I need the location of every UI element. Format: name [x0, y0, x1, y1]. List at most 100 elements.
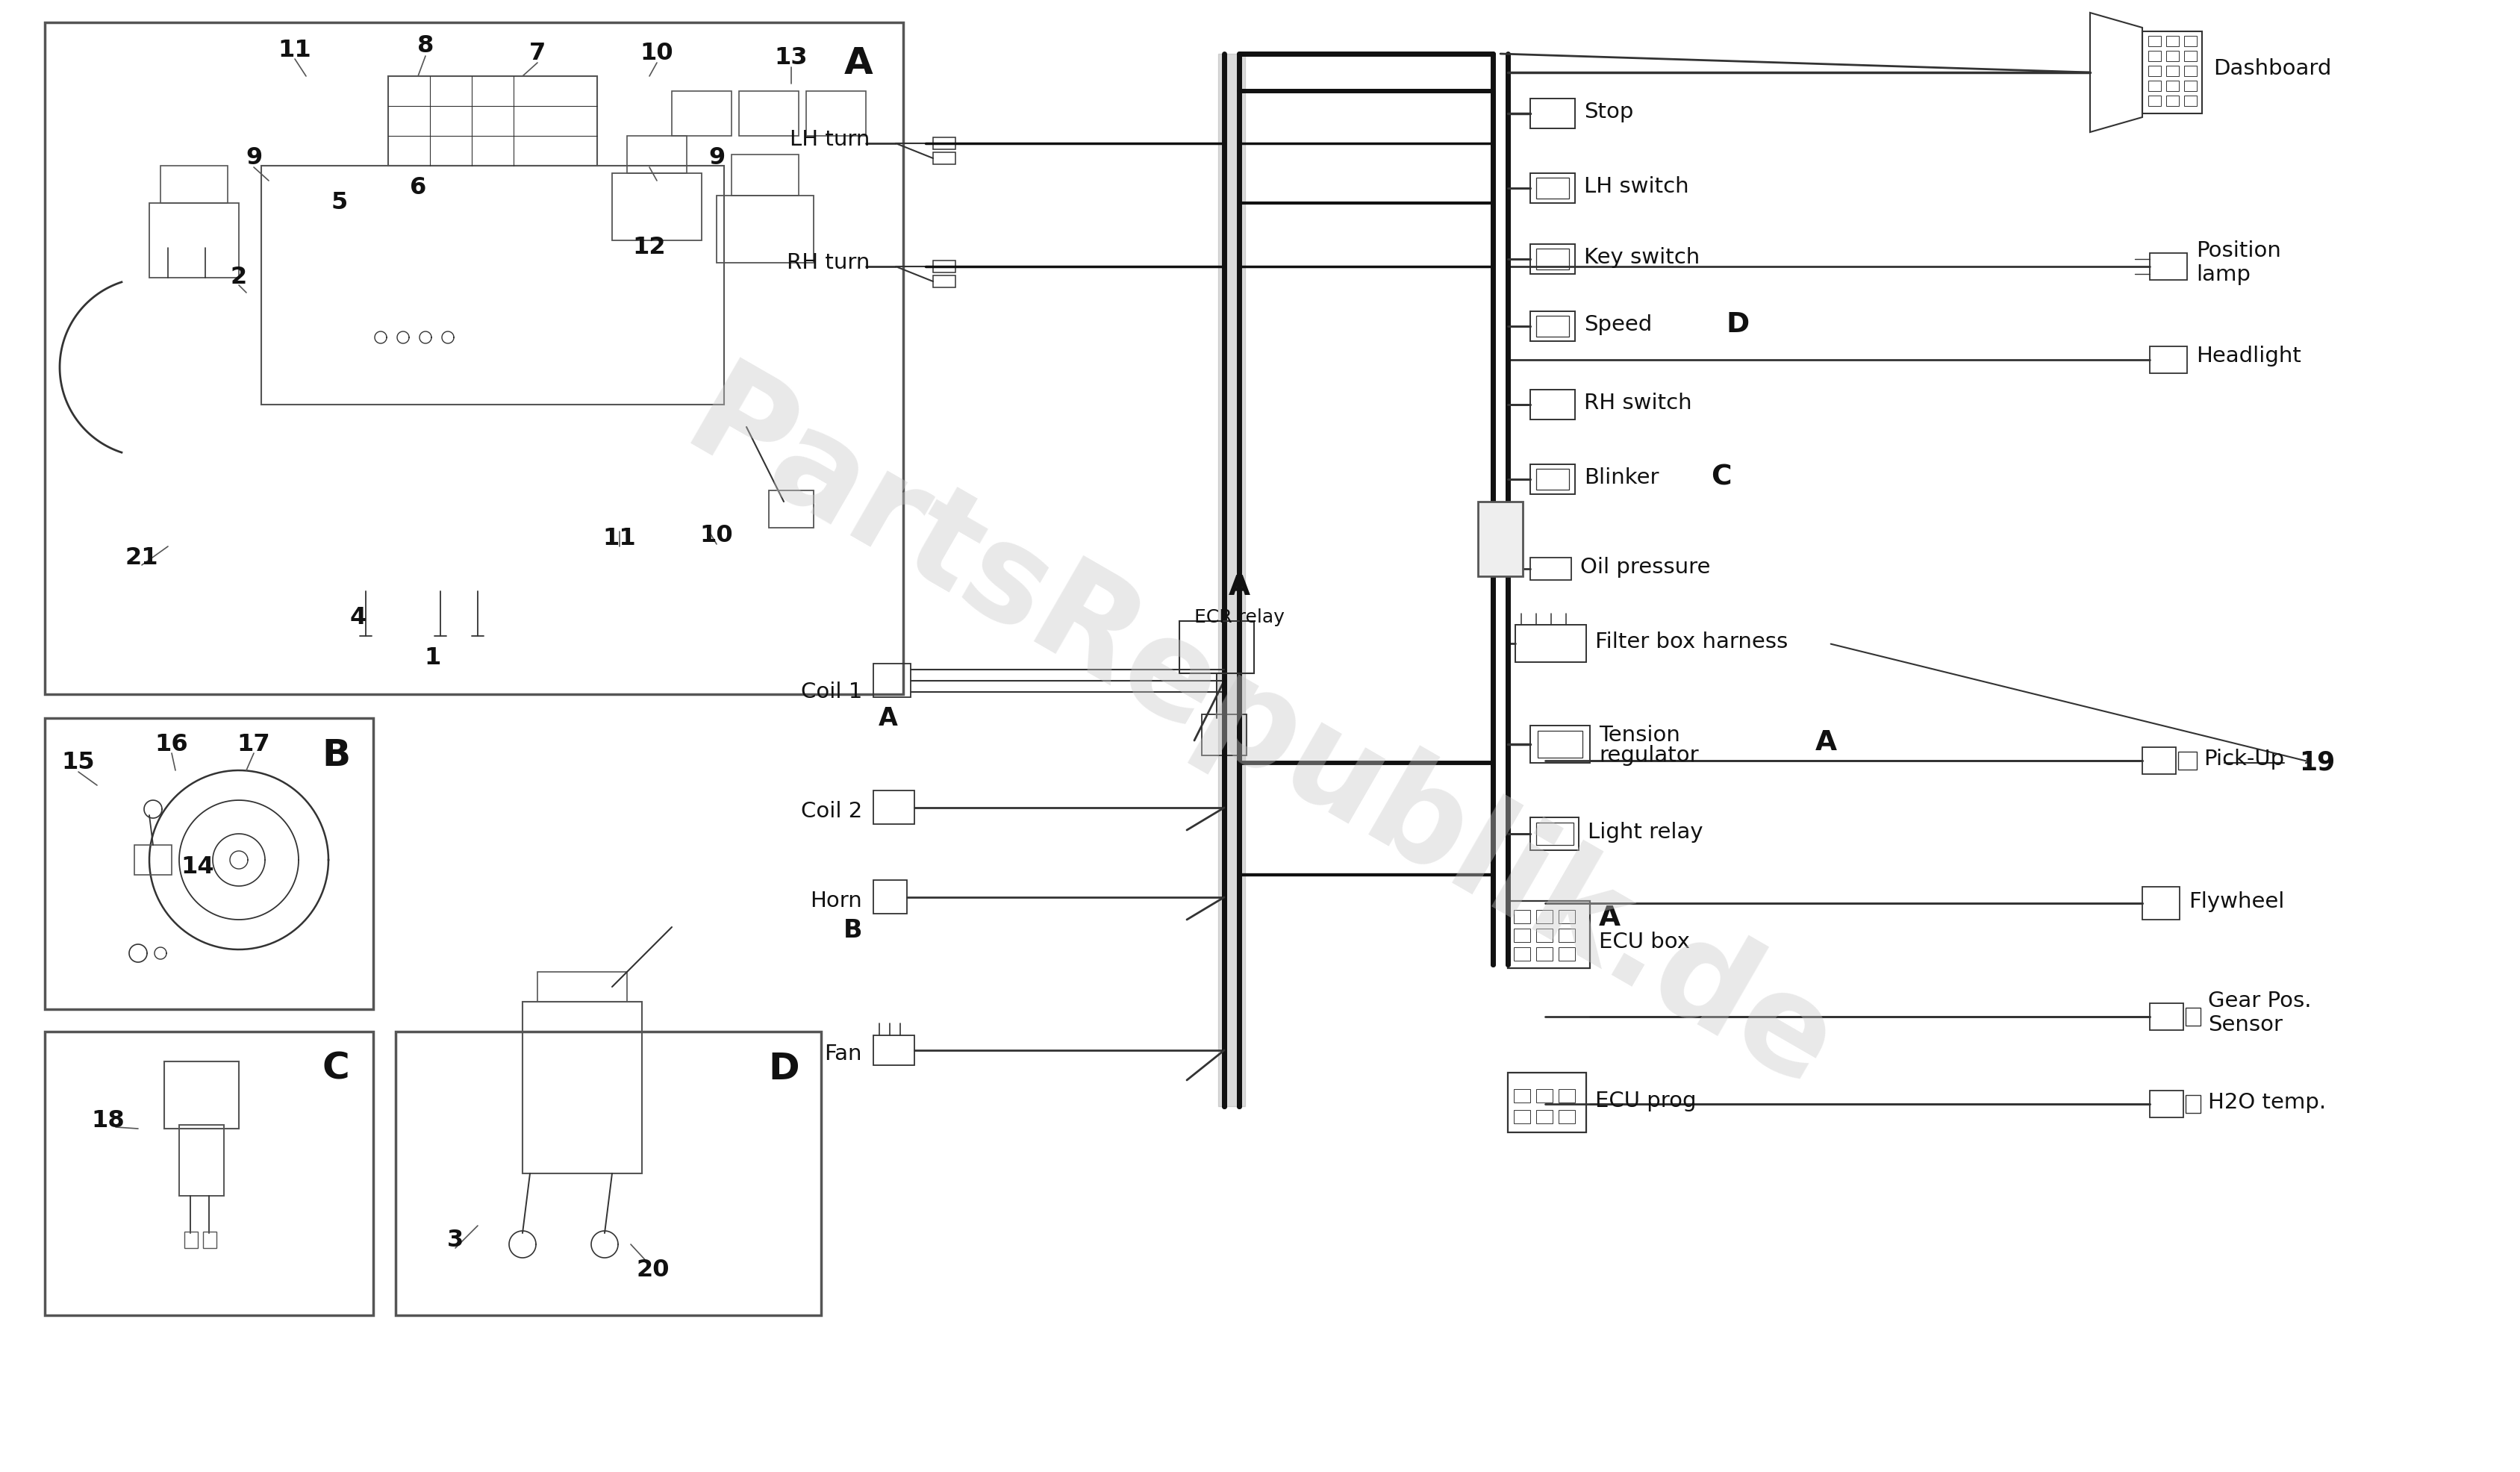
Text: Horn: Horn — [809, 891, 862, 911]
Bar — [1557, 1089, 1575, 1103]
Text: 15: 15 — [60, 751, 96, 774]
Bar — [2167, 50, 2180, 62]
Text: Flywheel: Flywheel — [2187, 891, 2286, 913]
Bar — [45, 22, 902, 695]
Bar — [1537, 178, 1570, 199]
Bar — [2147, 35, 2162, 46]
Bar — [1537, 910, 1552, 923]
Bar — [769, 490, 814, 528]
Text: Headlight: Headlight — [2195, 346, 2301, 367]
Text: 18: 18 — [91, 1110, 126, 1133]
Bar — [184, 1232, 197, 1248]
Text: Filter box harness: Filter box harness — [1595, 631, 1787, 652]
Text: RH switch: RH switch — [1585, 393, 1691, 414]
Text: 14: 14 — [181, 855, 214, 879]
Bar — [612, 174, 701, 240]
Text: Blinker: Blinker — [1585, 467, 1658, 489]
Bar — [932, 137, 955, 149]
Text: 13: 13 — [774, 46, 809, 69]
Bar — [2142, 886, 2180, 920]
Text: Tension: Tension — [1598, 724, 1681, 746]
Text: 5: 5 — [330, 191, 348, 215]
Text: 11: 11 — [602, 527, 635, 551]
Bar — [1515, 948, 1530, 961]
Text: RH turn: RH turn — [786, 252, 869, 274]
Text: 9: 9 — [708, 147, 726, 169]
Bar — [932, 152, 955, 165]
Bar — [874, 664, 910, 698]
Bar — [731, 155, 799, 196]
Text: A: A — [1814, 729, 1837, 757]
Bar — [1530, 390, 1575, 420]
Text: regulator: regulator — [1598, 745, 1698, 765]
Bar — [2185, 81, 2197, 91]
Bar — [2142, 748, 2175, 774]
Bar — [2185, 50, 2197, 62]
Text: 4: 4 — [350, 606, 365, 629]
Bar — [204, 1232, 217, 1248]
Bar — [1530, 244, 1575, 274]
Text: Fan: Fan — [824, 1044, 862, 1064]
Bar — [262, 166, 723, 405]
Bar — [2150, 253, 2187, 280]
Bar — [1557, 948, 1575, 961]
Bar — [1477, 502, 1522, 576]
Bar — [806, 91, 867, 135]
Bar — [2147, 81, 2162, 91]
Text: C: C — [323, 1051, 350, 1086]
Bar — [738, 91, 799, 135]
Bar — [716, 196, 814, 262]
Text: 17: 17 — [237, 733, 270, 755]
Text: ECU box: ECU box — [1598, 932, 1691, 952]
Bar — [1530, 464, 1575, 495]
Text: Gear Pos.
Sensor: Gear Pos. Sensor — [2208, 991, 2311, 1035]
Bar — [2147, 50, 2162, 62]
Bar — [2167, 96, 2180, 106]
Text: A: A — [1598, 905, 1620, 932]
Text: H2O temp.: H2O temp. — [2208, 1092, 2326, 1113]
Text: Speed: Speed — [1585, 314, 1653, 336]
Bar — [1515, 929, 1530, 942]
Text: D: D — [1726, 311, 1749, 339]
Text: A: A — [844, 46, 872, 81]
Text: LH switch: LH switch — [1585, 177, 1688, 197]
Text: 21: 21 — [126, 546, 159, 570]
Bar — [673, 91, 731, 135]
Bar — [522, 1002, 643, 1173]
Bar — [2185, 96, 2197, 106]
Bar — [1530, 817, 1578, 851]
Bar — [2167, 35, 2180, 46]
Text: B: B — [844, 919, 862, 944]
Text: Stop: Stop — [1585, 102, 1633, 122]
Bar — [1530, 174, 1575, 203]
Text: 10: 10 — [701, 524, 733, 546]
Bar — [45, 718, 373, 1010]
Bar — [932, 275, 955, 287]
Text: Coil 1: Coil 1 — [801, 682, 862, 702]
Bar — [1179, 621, 1255, 673]
Bar — [396, 1032, 822, 1316]
Bar — [1537, 249, 1570, 269]
Bar — [1515, 1089, 1530, 1103]
Bar — [1530, 99, 1575, 128]
Text: 19: 19 — [2298, 751, 2336, 776]
Text: 10: 10 — [640, 43, 673, 65]
Bar — [2150, 1004, 2182, 1030]
Text: A: A — [879, 705, 897, 730]
Text: C: C — [1711, 464, 1731, 492]
Text: ECU prog: ECU prog — [1595, 1091, 1696, 1111]
Text: 3: 3 — [446, 1229, 464, 1253]
Text: 2: 2 — [229, 266, 247, 290]
Text: Pick-Up: Pick-Up — [2202, 749, 2283, 770]
Bar — [1537, 948, 1552, 961]
Text: 20: 20 — [638, 1259, 670, 1282]
Text: 1: 1 — [423, 646, 441, 670]
Bar — [161, 166, 227, 203]
Text: Coil 2: Coil 2 — [801, 801, 862, 821]
Bar — [134, 845, 171, 874]
Bar — [1537, 823, 1572, 845]
Bar — [1557, 929, 1575, 942]
Text: 16: 16 — [156, 733, 189, 755]
Bar — [1537, 316, 1570, 337]
Bar — [1507, 901, 1590, 969]
